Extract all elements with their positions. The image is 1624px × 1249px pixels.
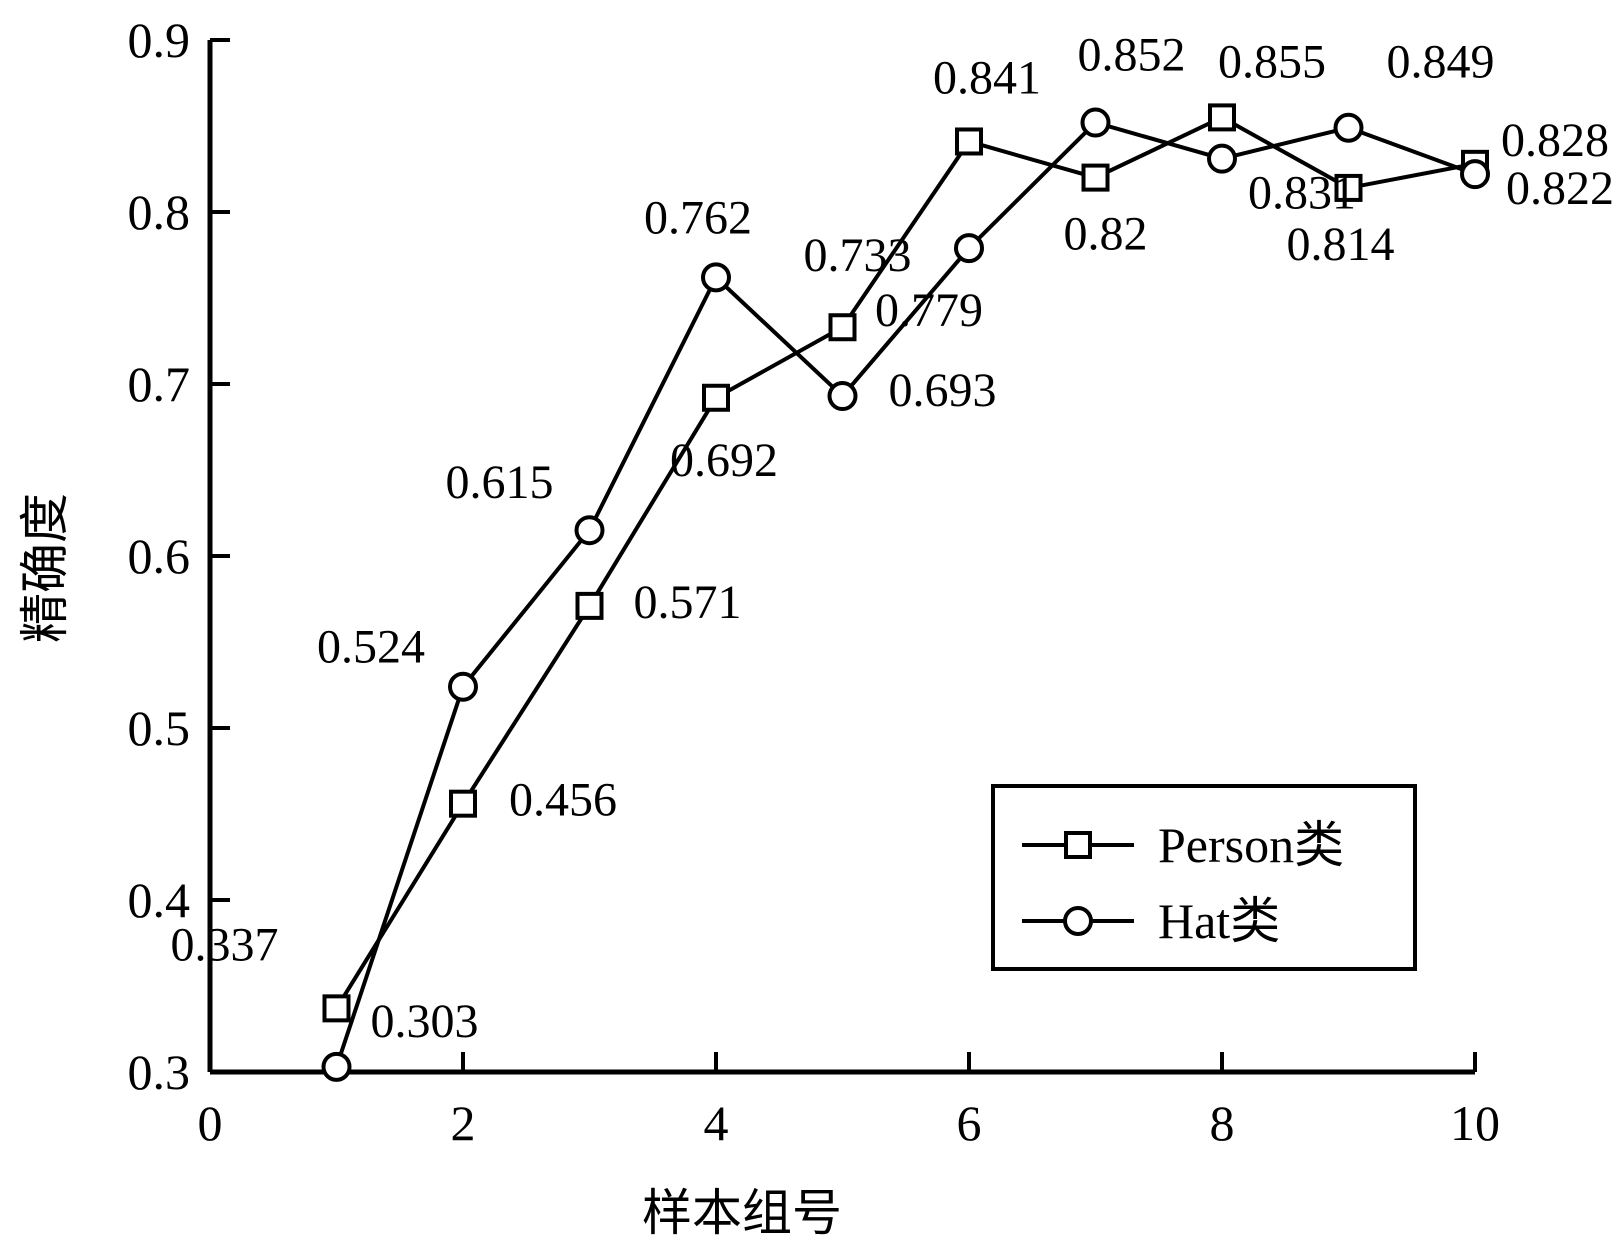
square-marker [322, 994, 351, 1023]
circle-marker [827, 381, 858, 412]
legend-label: Person类 [1158, 817, 1344, 873]
square-marker [702, 383, 730, 412]
x-axis-title: 样本组号 [642, 1184, 842, 1242]
square-marker [955, 127, 983, 156]
data-label: 0.337 [171, 918, 279, 971]
data-label: 0.814 [1287, 218, 1395, 271]
circle-marker [954, 233, 984, 264]
square-marker [1208, 103, 1236, 132]
data-label: 0.779 [875, 284, 983, 337]
y-tick-label: 0.3 [128, 1044, 191, 1100]
x-tick-label: 10 [1450, 1095, 1500, 1151]
x-tick-label: 6 [957, 1095, 982, 1151]
square-marker [828, 313, 857, 342]
y-tick-label: 0.9 [128, 12, 191, 68]
square-marker [449, 789, 477, 818]
circle-marker [701, 262, 731, 293]
data-label: 0.733 [804, 229, 912, 282]
y-tick-label: 0.6 [128, 528, 191, 584]
data-label: 0.524 [317, 621, 425, 674]
data-label: 0.852 [1078, 29, 1186, 82]
data-label: 0.571 [634, 576, 742, 629]
square-marker [1064, 831, 1092, 859]
y-tick-label: 0.7 [128, 356, 191, 412]
circle-marker [448, 671, 478, 702]
circle-marker [321, 1051, 352, 1082]
legend-box [991, 784, 1417, 971]
circle-marker [1333, 112, 1364, 143]
data-label: 0.849 [1387, 36, 1495, 89]
square-marker [575, 591, 604, 620]
data-label: 0.692 [670, 434, 778, 487]
data-label: 0.855 [1218, 35, 1326, 88]
data-label: 0.615 [446, 456, 554, 509]
legend-label: Hat类 [1158, 893, 1280, 949]
x-tick-label: 2 [451, 1095, 476, 1151]
circle-marker [1080, 107, 1111, 138]
series-line-hat [334, 120, 1476, 1068]
data-label: 0.303 [371, 995, 479, 1048]
data-label: 0.841 [933, 51, 1041, 104]
data-label: 0.831 [1248, 167, 1356, 220]
circle-marker [1207, 143, 1237, 174]
x-tick-label: 8 [1210, 1095, 1235, 1151]
square-marker [1081, 163, 1110, 192]
data-label: 0.828 [1501, 114, 1609, 167]
circle-marker [574, 515, 605, 546]
data-label: 0.456 [509, 774, 617, 827]
circle-marker [1063, 906, 1093, 936]
x-tick-label: 0 [198, 1095, 223, 1151]
data-label: 0.762 [644, 191, 752, 244]
y-tick-label: 0.4 [128, 872, 191, 928]
circle-marker [1460, 159, 1490, 190]
y-tick-label: 0.5 [128, 700, 191, 756]
series-line-person [334, 115, 1476, 1010]
x-tick-label: 4 [704, 1095, 729, 1151]
y-tick-label: 0.8 [128, 184, 191, 240]
data-label: 0.693 [889, 364, 997, 417]
data-label: 0.82 [1064, 208, 1148, 261]
data-label: 0.822 [1506, 162, 1614, 215]
y-axis-title: 精确度 [16, 493, 74, 643]
square-marker [1334, 173, 1363, 202]
